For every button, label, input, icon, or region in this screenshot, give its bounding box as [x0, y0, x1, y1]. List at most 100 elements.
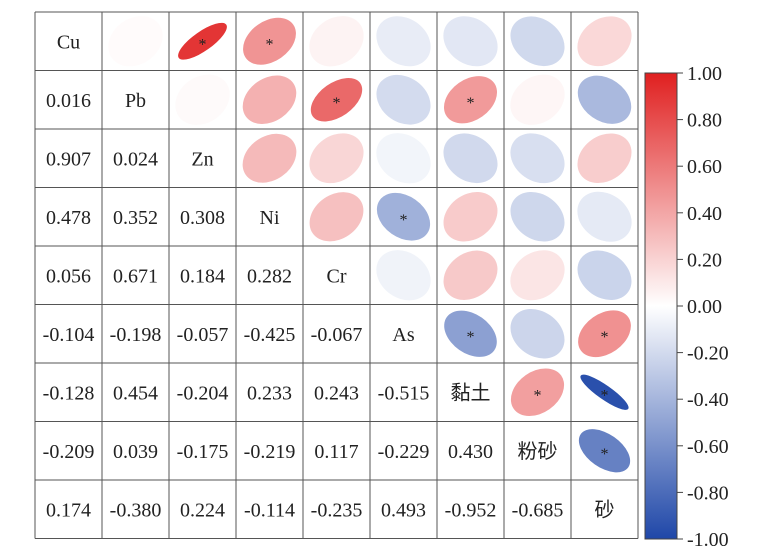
- correlation-value: 0.117: [314, 441, 358, 463]
- correlation-value: 0.352: [113, 207, 158, 229]
- correlation-ellipse: [309, 192, 364, 242]
- significance-marker: *: [266, 36, 274, 53]
- correlation-value: 0.224: [180, 499, 225, 521]
- correlation-value: 0.308: [180, 207, 225, 229]
- correlation-value: -0.219: [244, 441, 296, 463]
- correlation-value: -0.380: [110, 499, 162, 521]
- correlation-ellipse: [376, 16, 431, 67]
- correlation-ellipse: [510, 74, 565, 125]
- colorbar-tick-label: 0.20: [687, 249, 722, 271]
- correlation-value: 0.024: [113, 148, 158, 170]
- correlation-value: -0.425: [244, 324, 296, 346]
- significance-marker: *: [467, 329, 475, 346]
- correlation-ellipse: [510, 250, 565, 301]
- correlation-ellipse: [108, 16, 163, 67]
- correlation-ellipse: [310, 78, 363, 122]
- colorbar: 1.00 0.80 0.60 0.40 0.20 0.00 -0.20 -0.40 -0.60 -…: [644, 63, 729, 551]
- correlation-ellipse: [443, 76, 498, 124]
- correlation-ellipse: [309, 133, 364, 184]
- variable-label: Ni: [260, 207, 280, 229]
- correlation-ellipse: [510, 16, 565, 67]
- correlation-value: 0.430: [448, 441, 493, 463]
- variable-label: Cr: [327, 265, 347, 287]
- correlation-value: -0.229: [378, 441, 430, 463]
- correlation-ellipse: [578, 429, 631, 473]
- variable-label: 粉砂: [518, 440, 558, 463]
- correlation-ellipse: [243, 17, 296, 65]
- correlation-value: -0.198: [110, 324, 162, 346]
- correlation-value: -0.175: [177, 441, 229, 463]
- significance-marker: *: [601, 387, 609, 404]
- correlation-ellipse: [510, 368, 565, 417]
- correlation-ellipse: [309, 16, 364, 67]
- correlation-ellipse: [443, 250, 498, 300]
- correlation-value: -0.952: [445, 499, 497, 521]
- significance-marker: *: [534, 387, 542, 404]
- correlation-value: 0.056: [46, 265, 91, 287]
- correlation-ellipse: [376, 133, 431, 184]
- correlation-ellipse: [242, 75, 297, 124]
- colorbar-gradient: [644, 72, 678, 540]
- colorbar-tick-label: 0.00: [687, 296, 722, 318]
- colorbar-tick-label: 1.00: [687, 63, 722, 85]
- colorbar-tick-label: -0.40: [687, 389, 729, 411]
- correlation-ellipse: [178, 22, 227, 60]
- correlation-ellipse: [443, 16, 498, 67]
- correlation-ellipse: [444, 310, 497, 357]
- correlation-ellipse: [578, 310, 631, 358]
- correlation-value: -0.128: [43, 382, 95, 404]
- correlation-ellipse: [175, 74, 230, 125]
- variable-label: Zn: [191, 148, 213, 170]
- colorbar-tick-label: 0.40: [687, 203, 722, 225]
- variable-label: Cu: [57, 31, 80, 53]
- significance-marker: *: [199, 36, 207, 53]
- correlation-value: -0.515: [378, 382, 430, 404]
- correlation-value: 0.478: [46, 207, 91, 229]
- significance-marker: *: [601, 329, 609, 346]
- significance-marker: *: [467, 95, 475, 112]
- correlation-value: 0.184: [180, 265, 225, 287]
- variable-label: Pb: [125, 90, 146, 112]
- colorbar-tick-label: 0.80: [687, 110, 722, 132]
- significance-marker: *: [333, 95, 341, 112]
- grid: [34, 11, 639, 539]
- correlation-ellipse: [443, 192, 498, 242]
- correlation-ellipse: [577, 250, 632, 300]
- correlation-ellipse: [577, 133, 632, 184]
- correlation-ellipse: [376, 74, 431, 125]
- correlation-ellipse: [443, 133, 498, 184]
- colorbar-tick-label: -0.80: [687, 482, 729, 504]
- correlation-value: -0.209: [43, 441, 95, 463]
- correlation-ellipse: [577, 191, 632, 242]
- variable-label: 砂: [595, 498, 615, 521]
- correlation-value: 0.243: [314, 382, 359, 404]
- correlation-value: 0.493: [381, 499, 426, 521]
- correlation-ellipse: [376, 192, 431, 241]
- colorbar-tick-label: -0.60: [687, 436, 729, 458]
- correlation-ellipse: [577, 16, 632, 67]
- colorbar-tick-label: 0.60: [687, 156, 722, 178]
- correlation-value: 0.282: [247, 265, 292, 287]
- correlation-value: 0.233: [247, 382, 292, 404]
- correlation-value: 0.039: [113, 441, 158, 463]
- correlation-ellipse: [510, 133, 565, 184]
- significance-marker: *: [400, 212, 408, 229]
- colorbar-tick-label: -0.20: [687, 343, 729, 365]
- correlation-ellipse: [580, 374, 629, 410]
- colorbar-tick-label: -1.00: [687, 529, 729, 551]
- correlation-value: -0.057: [177, 324, 229, 346]
- correlation-value: -0.204: [177, 382, 229, 404]
- correlation-value: -0.685: [512, 499, 564, 521]
- correlation-ellipse: [510, 308, 565, 359]
- correlation-ellipse: [577, 75, 632, 124]
- variable-label: As: [392, 324, 414, 346]
- correlation-ellipse: [242, 133, 297, 183]
- variable-label: 黏土: [451, 381, 491, 404]
- correlation-value: -0.114: [244, 499, 295, 521]
- significance-marker: *: [601, 446, 609, 463]
- correlation-ellipse: [510, 191, 565, 242]
- correlation-value: 0.016: [46, 90, 91, 112]
- correlation-value: -0.067: [311, 324, 363, 346]
- correlation-value: -0.104: [43, 324, 95, 346]
